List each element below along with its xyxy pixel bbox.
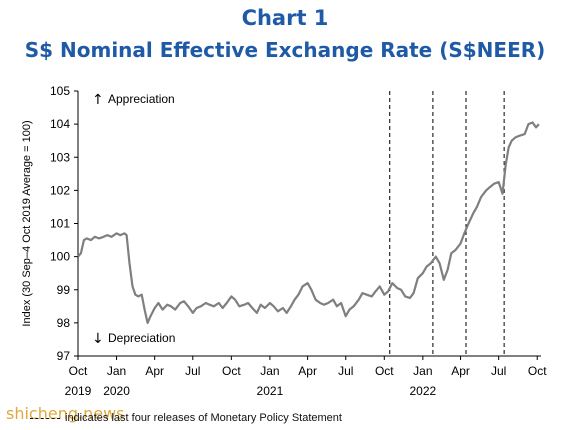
x-year-label: 2020 xyxy=(103,384,130,398)
x-tick-label: Apr xyxy=(298,364,317,378)
x-tick-label: Oct xyxy=(528,364,547,378)
depreciation-label: Depreciation xyxy=(108,331,175,345)
x-year-label: 2022 xyxy=(409,384,436,398)
x-tick-label: Jul xyxy=(185,364,200,378)
y-tick-label: 101 xyxy=(50,217,70,231)
y-tick-label: 100 xyxy=(50,250,70,264)
x-tick-label: Oct xyxy=(222,364,241,378)
y-axis-label: Index (30 Sep–4 Oct 2019 Average = 100) xyxy=(21,120,33,326)
chart-number: Chart 1 xyxy=(241,6,329,30)
down-arrow-icon: ↓ xyxy=(92,331,104,347)
series-line xyxy=(77,121,540,324)
x-tick-label: Jan xyxy=(107,364,126,378)
x-tick-label: Jan xyxy=(413,364,432,378)
legend-note: indicates last four releases of Monetary… xyxy=(30,412,342,424)
x-year-label: 2019 xyxy=(65,384,92,398)
x-tick-label: Apr xyxy=(451,364,470,378)
depreciation-annotation: ↓ Depreciation xyxy=(92,331,175,347)
y-tick-label: 103 xyxy=(50,150,70,164)
appreciation-annotation: ↑ Appreciation xyxy=(92,92,175,108)
x-tick-label: Jul xyxy=(338,364,353,378)
y-tick-label: 97 xyxy=(57,349,71,363)
y-tick-label: 98 xyxy=(57,316,71,330)
dashed-line-legend-icon xyxy=(30,417,60,419)
legend-note-text: indicates last four releases of Monetary… xyxy=(65,412,342,424)
appreciation-label: Appreciation xyxy=(108,92,175,106)
x-tick-label: Jan xyxy=(260,364,279,378)
y-tick-label: 104 xyxy=(50,117,70,131)
x-tick-label: Oct xyxy=(69,364,88,378)
x-tick-label: Oct xyxy=(375,364,394,378)
x-tick-label: Apr xyxy=(145,364,164,378)
up-arrow-icon: ↑ xyxy=(92,92,104,108)
y-tick-label: 105 xyxy=(50,84,70,98)
x-year-label: 2021 xyxy=(257,384,284,398)
y-tick-label: 102 xyxy=(50,183,70,197)
x-tick-label: Jul xyxy=(491,364,506,378)
y-tick-label: 99 xyxy=(57,283,71,297)
chart-title: S$ Nominal Effective Exchange Rate (S$NE… xyxy=(24,38,546,62)
